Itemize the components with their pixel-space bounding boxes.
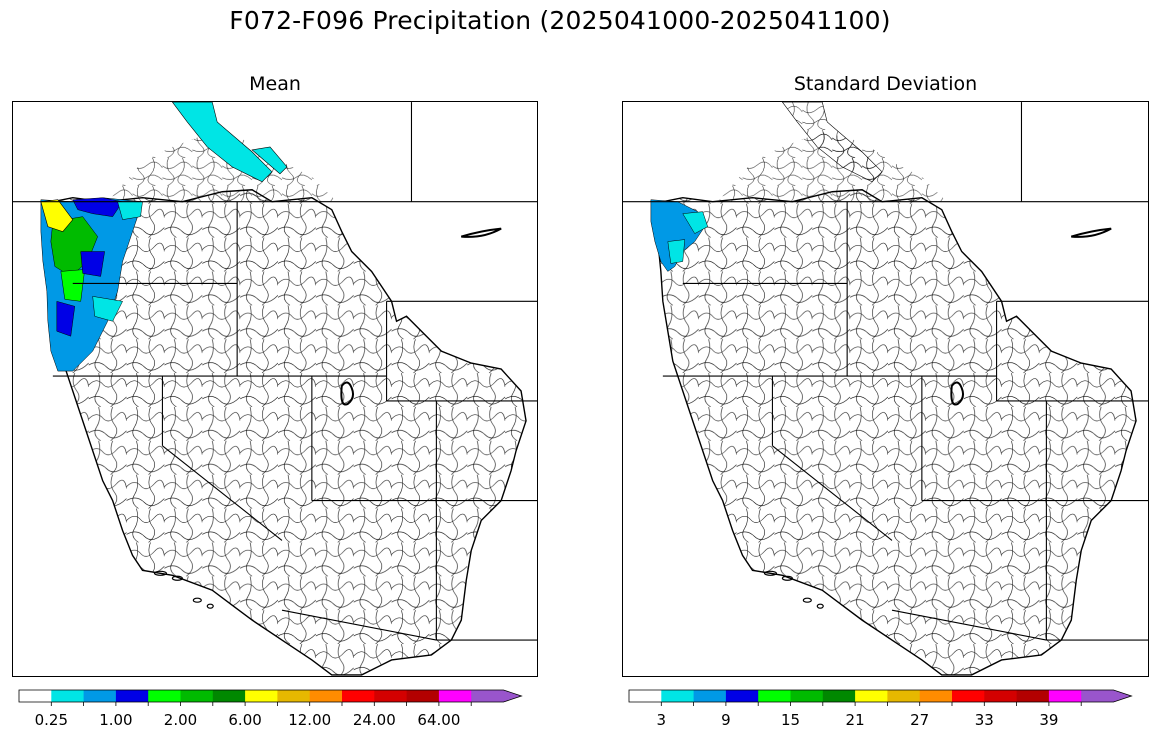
lake-north [1071,227,1112,238]
colorbar-segment [180,690,214,702]
mean-panel-title: Mean [249,73,301,95]
colorbar-outline [628,689,1133,703]
colorbar-segment [1016,690,1050,702]
mean-colorbar-svg: 0.25 1.00 2.00 6.00 12.00 24.00 64.00 [18,689,523,729]
precip-darkblue-mid [80,251,105,277]
canada-basins [717,131,947,202]
colorbar-segment [822,690,856,702]
colorbar-tick-label: 39 [1039,711,1058,729]
colorbar-tick-label: 21 [846,711,865,729]
colorbar-segment [406,690,440,702]
colorbar-segment [693,690,727,702]
colorbar-segment [342,690,375,702]
colorbar-segment [1048,690,1082,702]
great-salt-lake [340,381,355,406]
colorbar-tick-label: 64.00 [417,711,460,729]
coastline [657,189,1137,676]
colorbar-segment [952,690,985,702]
colorbar-segment [148,690,181,702]
colorbar-segment [51,690,85,702]
great-salt-lake [950,381,965,406]
colorbar-extend-arrow [1081,690,1132,702]
colorbar-segment [374,690,408,702]
sd-colorbar: 3 9 15 21 27 33 39 [628,686,1142,736]
colorbar-tick-label: 9 [721,711,731,729]
colorbar-outline [18,689,523,703]
canada-basins-2 [781,102,883,183]
colorbar-tick-label: 12.00 [288,711,331,729]
mean-map-svg [13,102,537,676]
colorbar-segment [855,690,888,702]
colorbar-segment [629,690,662,702]
colorbar-segment [758,690,791,702]
colorbar-tick-label: 15 [781,711,800,729]
precip-lime [60,269,86,302]
figure-title: F072-F096 Precipitation (2025041000-2025… [229,6,891,35]
colorbar-segment [245,690,278,702]
precip-darkblue-north [72,197,123,217]
colorbar-tick-label: 3 [657,711,667,729]
colorbar-segment [919,690,953,702]
colorbar-segment [661,690,695,702]
colorbar-segment [438,690,472,702]
channel-islands [763,570,824,609]
colorbar-segment [725,690,759,702]
precip-darkblue-south [56,301,76,337]
colorbar-tick-label: 0.25 [35,711,68,729]
colorbar-tick-label: 2.00 [164,711,197,729]
mean-colorbar: 0.25 1.00 2.00 6.00 12.00 24.00 64.00 [18,686,532,736]
precip-yellow [40,199,74,232]
mean-map [12,101,538,677]
colorbar-tick-label: 6.00 [228,711,261,729]
colorbar-segment [309,690,343,702]
colorbar-extend-arrow [471,690,522,702]
colorbar-segment [83,690,117,702]
colorbar-tick-label: 27 [910,711,929,729]
sd-cyan-1 [682,211,708,234]
political-borders [623,102,1148,641]
coastline [47,189,527,676]
colorbar-tick-label: 33 [975,711,994,729]
sd-map-svg [623,102,1148,676]
sd-map [622,101,1149,677]
colorbar-segment [212,690,246,702]
colorbar-segment [984,690,1018,702]
canada-basins [107,131,337,202]
sd-panel-title: Standard Deviation [793,73,978,95]
sd-cyan-2 [667,239,686,264]
colorbar-segment [790,690,824,702]
colorbar-segment [19,690,52,702]
colorbar-tick-label: 1.00 [99,711,132,729]
precip-cyan-inland [92,296,123,322]
colorbar-segment [115,690,149,702]
colorbar-tick-label: 24.00 [353,711,396,729]
colorbar-segment [277,690,311,702]
channel-islands [153,570,214,609]
sd-colorbar-svg: 3 9 15 21 27 33 39 [628,689,1133,729]
lake-north [461,227,502,238]
political-borders [13,102,537,641]
colorbar-segment [887,690,921,702]
precip-cyan-canada-2 [251,146,288,175]
precip-cyan-canada [171,102,273,183]
